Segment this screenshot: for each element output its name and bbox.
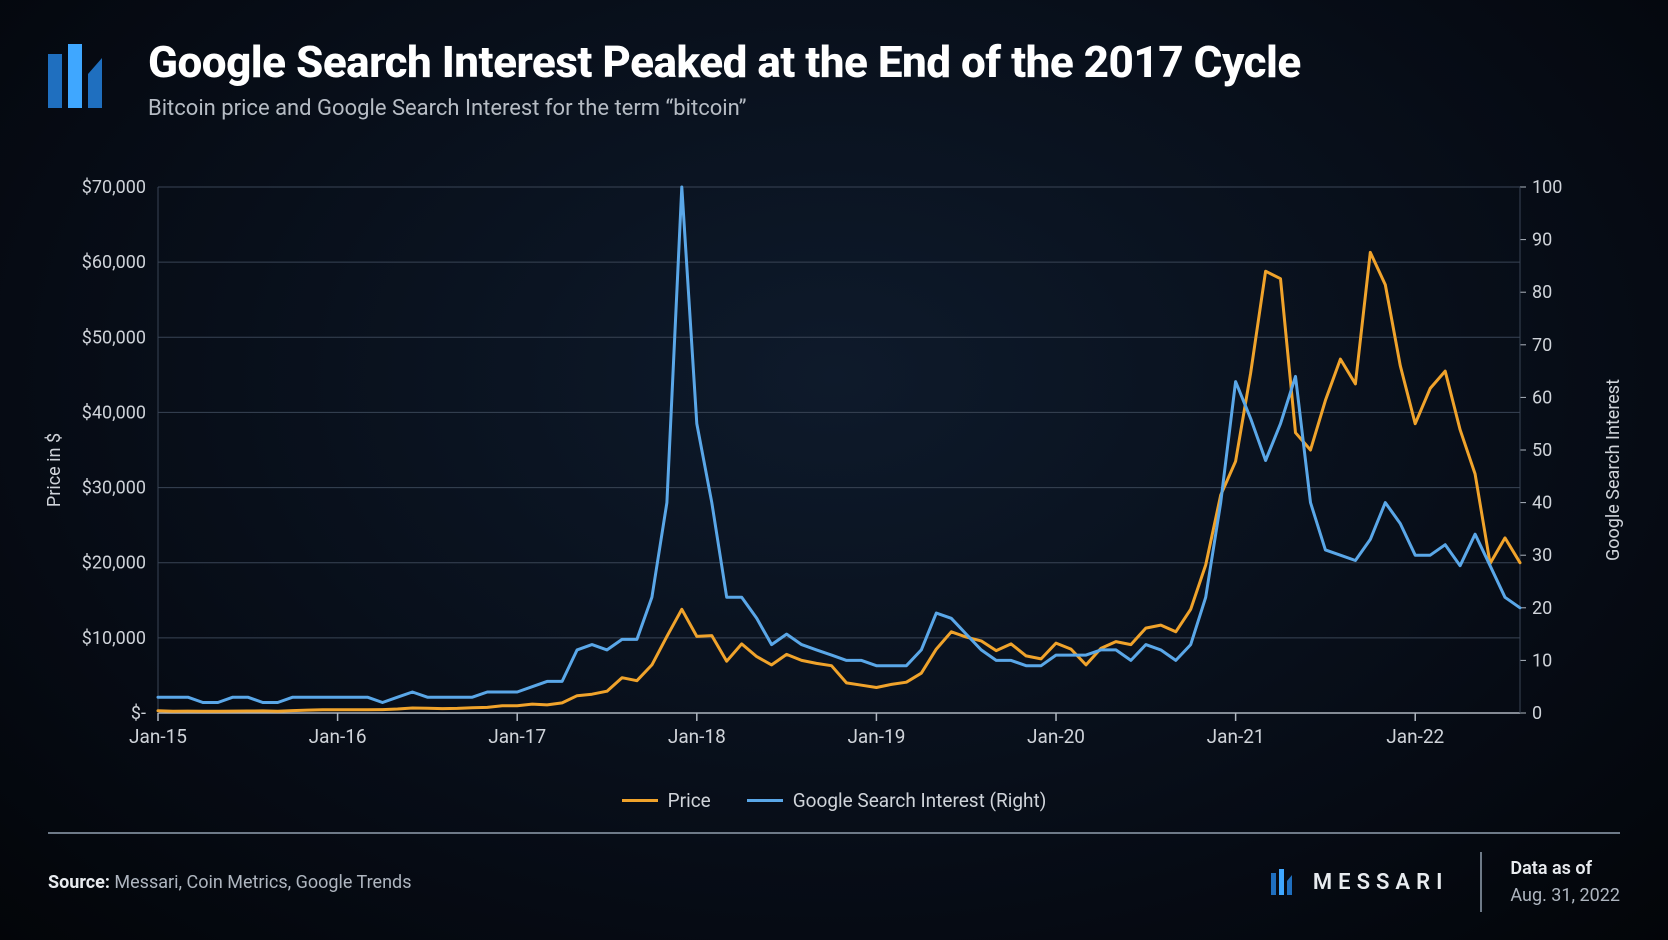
legend-label: Price	[668, 789, 711, 812]
chart-subtitle: Bitcoin price and Google Search Interest…	[148, 96, 1628, 121]
svg-text:20: 20	[1532, 598, 1552, 619]
y-axis-left-label: Price in $	[44, 433, 65, 507]
svg-text:Jan-21: Jan-21	[1207, 725, 1265, 748]
svg-text:Jan-18: Jan-18	[668, 725, 726, 748]
svg-text:Jan-16: Jan-16	[309, 725, 367, 748]
svg-text:40: 40	[1532, 493, 1552, 514]
data-as-of: Data as of Aug. 31, 2022	[1480, 852, 1620, 912]
svg-text:30: 30	[1532, 545, 1552, 566]
svg-text:Jan-15: Jan-15	[129, 725, 187, 748]
svg-text:$70,000: $70,000	[82, 177, 146, 198]
svg-text:Jan-20: Jan-20	[1027, 725, 1085, 748]
chart-container: Price in $ Google Search Interest $-$10,…	[48, 160, 1620, 780]
svg-text:0: 0	[1532, 703, 1542, 724]
svg-text:60: 60	[1532, 387, 1552, 408]
source-text: Source: Messari, Coin Metrics, Google Tr…	[48, 872, 412, 893]
svg-text:80: 80	[1532, 282, 1552, 303]
brand-wordmark: MESSARI	[1271, 869, 1449, 895]
legend-item: Google Search Interest (Right)	[747, 789, 1047, 812]
svg-text:90: 90	[1532, 230, 1552, 251]
legend-swatch	[622, 799, 658, 802]
svg-text:$50,000: $50,000	[82, 327, 146, 348]
y-axis-right-label: Google Search Interest	[1603, 379, 1624, 561]
svg-text:100: 100	[1532, 177, 1562, 198]
brand-logo-small-icon	[1271, 869, 1299, 895]
brand-logo-icon	[48, 44, 120, 108]
svg-text:$60,000: $60,000	[82, 252, 146, 273]
header: Google Search Interest Peaked at the End…	[48, 38, 1628, 121]
footer: Source: Messari, Coin Metrics, Google Tr…	[48, 832, 1620, 912]
svg-text:Jan-22: Jan-22	[1386, 725, 1444, 748]
svg-text:$-: $-	[131, 703, 146, 724]
legend-swatch	[747, 799, 783, 802]
chart-title: Google Search Interest Peaked at the End…	[148, 38, 1628, 86]
svg-text:50: 50	[1532, 440, 1552, 461]
svg-text:$10,000: $10,000	[82, 628, 146, 649]
svg-text:$30,000: $30,000	[82, 478, 146, 499]
svg-text:70: 70	[1532, 335, 1552, 356]
svg-text:$20,000: $20,000	[82, 553, 146, 574]
svg-text:Jan-17: Jan-17	[488, 725, 546, 748]
svg-text:Jan-19: Jan-19	[847, 725, 905, 748]
chart-legend: Price Google Search Interest (Right)	[48, 784, 1620, 812]
svg-text:$40,000: $40,000	[82, 402, 146, 423]
line-chart: $- $10,000 $20,000 $30,000 $40,000 $50,000 $60…	[48, 160, 1620, 780]
svg-text:10: 10	[1532, 650, 1552, 671]
legend-label: Google Search Interest (Right)	[793, 789, 1047, 812]
legend-item: Price	[622, 789, 711, 812]
